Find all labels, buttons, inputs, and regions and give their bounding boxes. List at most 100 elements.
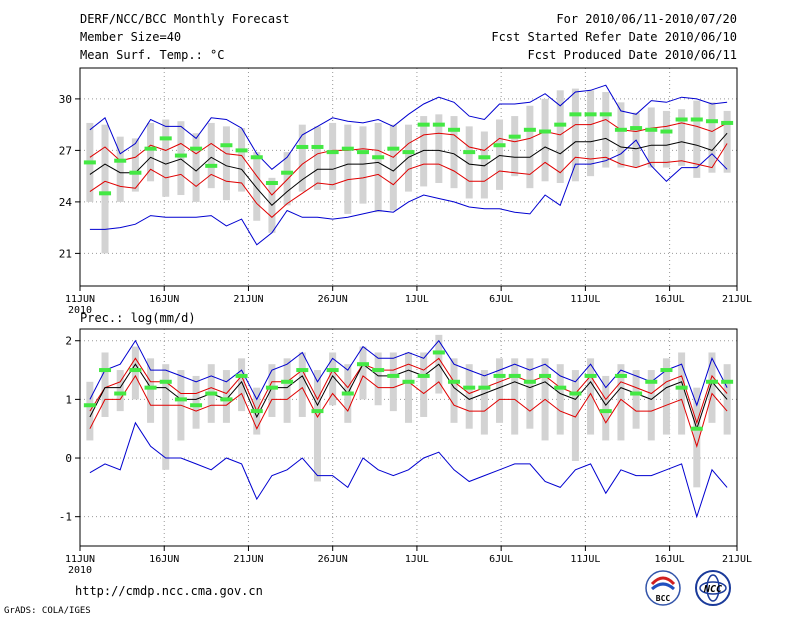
climate-marker <box>296 144 309 149</box>
climate-marker <box>705 379 718 384</box>
ensemble-spread-bar <box>556 364 564 435</box>
climate-marker <box>675 117 688 122</box>
climate-marker <box>356 362 369 367</box>
climate-marker <box>326 368 339 373</box>
ensemble-spread-bar <box>359 346 367 400</box>
climate-marker <box>114 158 127 163</box>
climate-marker <box>341 146 354 151</box>
climate-marker <box>144 146 157 151</box>
ensemble-spread-bar <box>147 122 155 182</box>
ensemble-spread-bar <box>283 152 291 206</box>
ensemble-spread-bar <box>420 116 428 187</box>
climate-marker <box>190 403 203 408</box>
climate-marker <box>554 122 567 127</box>
x-tick-label: 11JUL <box>570 294 600 305</box>
ensemble-spread-bar <box>162 364 170 470</box>
y-tick-label: 2 <box>65 335 72 348</box>
ensemble-spread-bar <box>571 88 579 182</box>
climate-marker <box>235 148 248 153</box>
climate-marker <box>220 397 233 402</box>
climate-marker <box>508 134 521 139</box>
y-tick-label: 30 <box>59 93 72 106</box>
climate-marker <box>220 143 233 148</box>
climate-marker <box>630 126 643 131</box>
ensemble-spread-bar <box>450 358 458 423</box>
ensemble-spread-bar <box>571 370 579 461</box>
climate-marker <box>660 368 673 373</box>
x-tick-label: 16JUN <box>149 554 179 565</box>
ensemble-spread-bar <box>723 364 731 435</box>
ensemble-spread-bar <box>222 126 230 201</box>
ncc-logo: NCC <box>695 570 731 606</box>
climate-marker <box>387 146 400 151</box>
climate-marker <box>114 391 127 396</box>
ensemble-spread-bar <box>435 114 443 184</box>
header-title: DERF/NCC/BCC Monthly Forecast <box>80 12 290 26</box>
ensemble-spread-bar <box>389 124 397 211</box>
ensemble-spread-bar <box>496 358 504 423</box>
ensemble-spread-bar <box>647 107 655 168</box>
climate-marker <box>721 120 734 125</box>
climate-marker <box>99 368 112 373</box>
x-tick-label: 11JUL <box>570 554 600 565</box>
climate-marker <box>463 150 476 155</box>
ensemble-spread-bar <box>602 375 610 441</box>
climate-marker <box>645 379 658 384</box>
ensemble-spread-bar <box>556 90 564 184</box>
x-year-label: 2010 <box>68 565 92 576</box>
climate-marker <box>190 146 203 151</box>
ensemble-spread-bar <box>526 105 534 189</box>
x-tick-label: 16JUL <box>655 294 685 305</box>
climate-marker <box>281 379 294 384</box>
climate-marker <box>599 409 612 414</box>
x-tick-label: 1JUL <box>405 554 429 565</box>
ensemble-spread-bar <box>253 152 261 221</box>
climate-marker <box>372 155 385 160</box>
ensemble-spread-bar <box>693 100 701 178</box>
header-fcst-produced: Fcst Produced Date 2010/06/11 <box>527 48 737 62</box>
footer-url[interactable]: http://cmdp.ncc.cma.gov.cn <box>75 584 263 598</box>
x-tick-label: 16JUL <box>655 554 685 565</box>
climate-marker <box>630 391 643 396</box>
ensemble-spread-bar <box>329 122 337 190</box>
climate-marker <box>432 350 445 355</box>
ensemble-mean-line <box>89 132 728 207</box>
ensemble-spread-bar <box>647 370 655 441</box>
climate-marker <box>493 143 506 148</box>
mean-minus-sd-line <box>89 143 728 218</box>
ensemble-spread-bar <box>162 119 170 197</box>
x-tick-label: 6JUL <box>489 554 513 565</box>
ensemble-spread-bar <box>511 116 519 177</box>
climate-marker <box>539 129 552 134</box>
x-tick-label: 11JUN <box>65 554 95 565</box>
ensemble-spread-bar <box>177 121 185 196</box>
x-tick-label: 21JUL <box>722 294 752 305</box>
ensemble-spread-bar <box>86 381 94 441</box>
y-tick-label: 21 <box>59 247 72 260</box>
climate-marker <box>599 112 612 117</box>
climate-marker <box>508 373 521 378</box>
header-member-size: Member Size=40 <box>80 30 181 44</box>
x-tick-label: 26JUN <box>318 294 348 305</box>
ensemble-spread-bar <box>480 131 488 199</box>
ensemble-spread-bar <box>708 352 716 423</box>
ncc-logo-text: NCC <box>703 584 722 595</box>
ensemble-spread-bar <box>131 346 139 400</box>
bcc-logo: BCC <box>645 570 681 606</box>
ensemble-spread-bar <box>617 102 625 168</box>
climate-marker <box>250 155 263 160</box>
y-tick-label: 24 <box>59 196 73 209</box>
climate-marker <box>417 373 430 378</box>
header-fcst-started: Fcst Started Refer Date 2010/06/10 <box>491 30 737 44</box>
ensemble-spread-bar <box>405 352 412 423</box>
ensemble-spread-bar <box>602 92 610 168</box>
climate-marker <box>660 129 673 134</box>
ensemble-spread-bar <box>632 370 640 429</box>
precip-title: Prec.: log(mm/d) <box>80 311 196 325</box>
ensemble-spread-bar <box>101 352 109 417</box>
ensemble-spread-bar <box>678 352 686 435</box>
climate-marker <box>690 117 703 122</box>
ensemble-spread-bar <box>587 358 595 435</box>
header-variable: Mean Surf. Temp.: °C <box>80 48 225 62</box>
